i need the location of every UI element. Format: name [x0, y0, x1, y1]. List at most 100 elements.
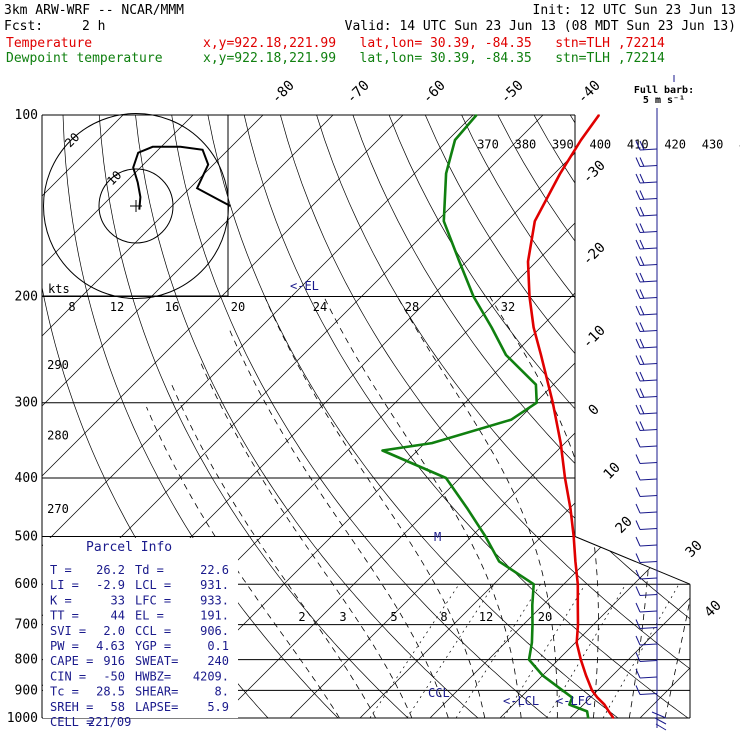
forecast-hours: 2 h [82, 19, 106, 34]
parcel-row-label: SREH = [50, 700, 93, 714]
wind-barb-staff [639, 445, 658, 448]
wind-barb-flag [639, 289, 645, 299]
parcel-row-label: CIN = [50, 669, 86, 683]
temperature-trace-point-19 [528, 295, 531, 298]
pressure-label-800: 800 [15, 653, 38, 668]
dewpoint-trace-point-10 [532, 583, 535, 585]
dewpoint-trace-point-2 [568, 703, 571, 706]
dewpoint-trace-point-17 [510, 418, 513, 421]
wind-barb-flag [635, 454, 641, 464]
temperature-trace-point-6 [580, 658, 582, 661]
parcel-row-value: 916 [103, 654, 125, 668]
temperature-trace-point-4 [591, 689, 593, 692]
upper-scale-label-24: 24 [313, 300, 327, 314]
dewpoint-trace-point-13 [466, 508, 469, 510]
parcel-info-title: Parcel Info [86, 540, 172, 555]
parcel-row-value: -50 [103, 669, 125, 683]
wind-barb-surface [654, 717, 667, 725]
mixing-ratio-line [546, 584, 627, 718]
temperature-trace-point-16 [552, 401, 554, 404]
pressure-label-700: 700 [15, 618, 38, 633]
wind-barb-flag [635, 355, 641, 365]
temperature-legend: Temperature [6, 36, 93, 51]
isotherm-label--80: -80 [269, 78, 298, 107]
parcel-row-value: 58 [111, 700, 125, 714]
hodograph-units-label: kts [48, 282, 70, 296]
wind-barb-staff [639, 627, 658, 629]
theta-label-280: 280 [47, 428, 69, 442]
isotherm-label--50: -50 [498, 78, 527, 107]
parcel-row-label-2: Td = [135, 563, 164, 577]
parcel-row-value-2: 22.6 [200, 563, 229, 577]
wind-barb-staff [639, 478, 658, 481]
parcel-row-label-2: EL = [135, 609, 164, 623]
wind-barb-flag [635, 173, 641, 184]
parcel-row-label-2: LFC = [135, 593, 171, 607]
parcel-row-label: CELL = [50, 715, 93, 729]
wind-barb-flag [635, 223, 641, 233]
mixing-ratio-label-2: 2 [298, 610, 305, 624]
temperature-trace-point-23 [580, 139, 582, 141]
mixing-ratio-line [369, 584, 460, 718]
temperature-trace-point-1 [608, 710, 610, 713]
dewpoint-trace-point-6 [528, 658, 530, 661]
barb-key-units: 5 m s⁻¹ [643, 95, 685, 106]
temperature-trace-point-0 [612, 717, 615, 719]
moist-adiabat-line [664, 296, 690, 718]
temperature-trace-point-7 [575, 641, 578, 644]
wind-barb-staff [639, 660, 658, 662]
parcel-row-value-2: 240 [207, 654, 229, 668]
wind-barb-staff [639, 379, 658, 382]
theta-label-290: 290 [47, 358, 69, 372]
dewpoint-trace-point-1 [586, 710, 588, 713]
parcel-row-value: -2.9 [96, 578, 125, 592]
parcel-row-value-2: 0.1 [207, 639, 229, 653]
parcel-row-label-2: LCL = [135, 578, 171, 592]
model-title: 3km ARW-WRF -- NCAR/MMM [4, 3, 185, 18]
temperature-trace-point-5 [585, 674, 587, 677]
wind-barb-staff [639, 313, 658, 316]
wind-barb-staff [639, 214, 658, 217]
dry-adiabat-line [316, 115, 690, 718]
forecast-label: Fcst: [4, 19, 44, 34]
theta-label-430: 430 [702, 138, 724, 152]
wind-barb-flag [639, 157, 645, 167]
wind-barb-staff [639, 396, 658, 398]
parcel-row-label: TT = [50, 609, 79, 623]
upper-scale-label-16: 16 [165, 300, 179, 314]
wind-barb-flag [635, 289, 641, 299]
dewpoint-trace-point-0 [587, 717, 589, 719]
wind-barb-staff [639, 429, 658, 431]
dewpoint-trace-point-24 [443, 220, 445, 222]
parcel-row-value: 44 [111, 609, 125, 623]
wind-barb-flag [635, 602, 641, 613]
theta-label-420: 420 [664, 138, 686, 152]
wind-barb-flag [635, 305, 641, 316]
mixing-ratio-line [602, 584, 680, 718]
dewpoint-trace [381, 114, 590, 719]
temperature-trace-point-2 [603, 703, 606, 706]
wind-barb-flag [635, 421, 641, 431]
theta-label-400: 400 [589, 138, 611, 152]
parcel-row-value-2: 8. [215, 685, 229, 699]
right-axis-slant [574, 536, 691, 585]
temperature-trace [526, 114, 615, 719]
parcel-row-label: PW = [50, 639, 79, 653]
wind-barb-flag [635, 322, 641, 332]
pressure-label-100: 100 [15, 108, 38, 123]
wind-barb-staff [639, 643, 658, 646]
hodograph-ring-10 [98, 168, 174, 244]
isotherm-label--40: -40 [575, 78, 604, 107]
isotherm-line [569, 115, 690, 718]
wind-barb-flag [635, 619, 641, 629]
parcel-row-label: Tc = [50, 685, 79, 699]
wind-barb-flag [635, 272, 641, 283]
mixing-ratio-label-5: 5 [390, 610, 397, 624]
parcel-row-label: SVI = [50, 624, 86, 638]
pressure-label-200: 200 [15, 290, 38, 305]
parcel-row-value: 4.63 [96, 639, 125, 653]
dewpoint-trace-point-23 [458, 260, 461, 263]
isotherm-line [499, 115, 690, 718]
temperature-trace-point-13 [569, 508, 572, 510]
parcel-row-value-2: 906. [200, 624, 229, 638]
